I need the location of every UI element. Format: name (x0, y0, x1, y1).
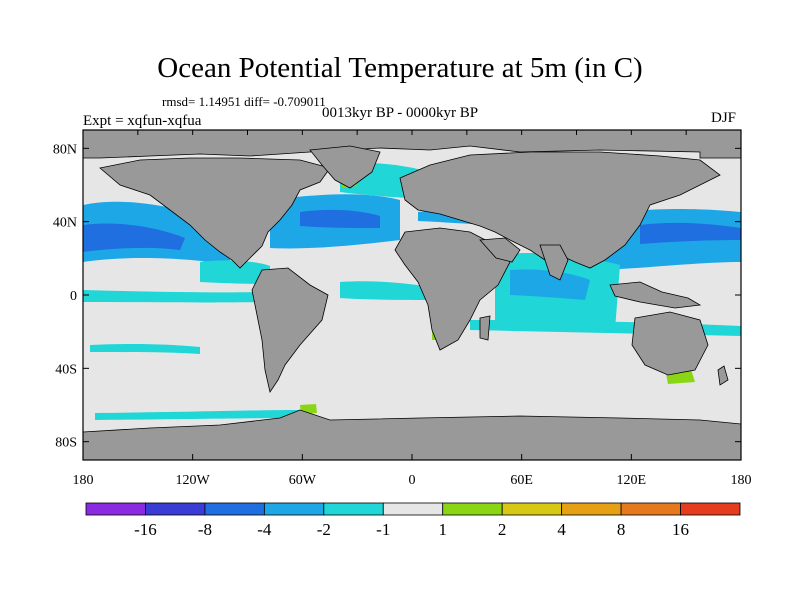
anomaly-indian-core (510, 269, 590, 300)
y-tick-label: 40S (55, 362, 77, 377)
colorbar-label: 1 (438, 520, 447, 539)
colorbar-swatch (501, 502, 563, 516)
map-content (83, 130, 741, 460)
y-tick-label: 80N (53, 142, 77, 157)
rmsd-diff-stats: rmsd= 1.14951 diff= -0.709011 (162, 94, 326, 109)
colorbar-label: -2 (317, 520, 331, 539)
axis-ticks: 180 120W 60W 0 60E 120E 180 80N 40N 0 40S 80S (53, 130, 752, 488)
x-tick-label: 180 (73, 473, 94, 488)
season-label: DJF (711, 110, 737, 126)
anomaly-south-pacific (90, 343, 200, 354)
colorbar-swatch (442, 502, 503, 516)
colorbar-label: 8 (617, 520, 626, 539)
experiment-label: Expt = xqfun-xqfua (83, 113, 202, 129)
africa (394, 227, 511, 351)
anomaly-kuroshio-core (640, 222, 741, 244)
anomaly-north-pacific-core (83, 223, 185, 252)
colorbar-label: -1 (376, 520, 390, 539)
y-tick-label: 0 (70, 289, 77, 304)
x-tick-label: 60W (289, 473, 317, 488)
madagascar (479, 315, 491, 341)
colorbar-swatch (85, 502, 146, 516)
x-tick-label: 120E (617, 473, 647, 488)
land-masses (83, 130, 741, 460)
colorbar: -16 -8 -4 -2 -1 1 2 4 8 16 (85, 502, 741, 539)
colorbar-label: -16 (134, 520, 157, 539)
y-tick-label: 80S (55, 436, 77, 451)
south-america (251, 267, 329, 393)
north-america (99, 157, 331, 269)
arabia (479, 237, 521, 263)
colorbar-swatch (620, 502, 681, 516)
arctic-land (83, 130, 741, 159)
colorbar-label: -4 (257, 520, 272, 539)
period-label: 0013kyr BP - 0000kyr BP (322, 105, 479, 121)
x-tick-label: 60E (510, 473, 533, 488)
colorbar-label: 16 (672, 520, 689, 539)
anomaly-gulf-stream (300, 209, 380, 228)
colorbar-swatch (561, 502, 622, 516)
anomaly-equatorial-atlantic (340, 281, 440, 300)
colorbar-label: -8 (198, 520, 212, 539)
eurasia (399, 151, 721, 269)
colorbar-swatch (263, 502, 325, 516)
colorbar-swatch (680, 502, 741, 516)
colorbar-swatch (323, 502, 384, 516)
colorbar-swatch (204, 502, 265, 516)
antarctica (83, 409, 741, 460)
greenland (309, 145, 381, 189)
x-tick-label: 0 (409, 473, 416, 488)
y-tick-label: 40N (53, 216, 77, 231)
anomaly-southern-ocean (95, 410, 300, 420)
x-tick-label: 180 (731, 473, 752, 488)
page-title: Ocean Potential Temperature at 5m (in C) (157, 52, 643, 84)
new-zealand (717, 365, 729, 386)
x-tick-label: 120W (176, 473, 211, 488)
india (539, 244, 569, 281)
colorbar-label: 4 (557, 520, 566, 539)
anomaly-equatorial-pacific (83, 290, 265, 303)
colorbar-swatch (145, 502, 206, 516)
maritime-continent (609, 281, 702, 309)
colorbar-label: 2 (498, 520, 507, 539)
anomaly-east-pacific (200, 260, 270, 284)
colorbar-swatch (382, 502, 444, 516)
australia (631, 311, 709, 376)
